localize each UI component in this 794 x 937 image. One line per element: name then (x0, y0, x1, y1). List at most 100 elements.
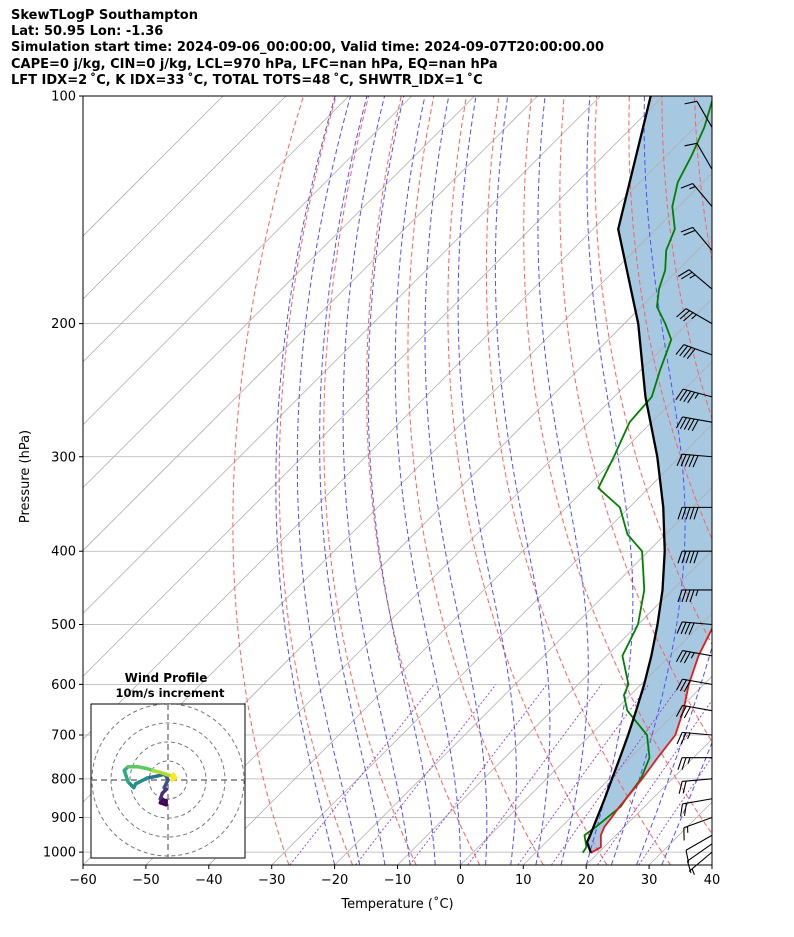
wind-barb-half-flag (690, 652, 695, 659)
wind-barb-flag (677, 551, 683, 564)
moist-adiabats (275, 96, 712, 865)
wind-barb-flag (689, 551, 695, 564)
x-tick-label: −40 (195, 873, 222, 888)
wind-barb (675, 704, 713, 719)
wind-barb-flag (675, 416, 683, 429)
dry-adiabats (232, 96, 712, 865)
wind-barb-staff (688, 851, 713, 872)
wind-barb-flag (693, 551, 699, 564)
wind-barb (680, 182, 713, 207)
wind-barb-flag (688, 622, 695, 635)
wind-barb-flag (682, 780, 687, 794)
isotherm-line (460, 612, 712, 865)
wind-barb-staff (682, 778, 713, 783)
wind-barb-flag (683, 418, 691, 430)
wind-barb-half-flag (689, 274, 696, 279)
mixing-ratio-lines (289, 684, 712, 865)
dry-adiabat (559, 96, 712, 743)
mixing-ratio-line (355, 684, 497, 865)
wind-barb-flag (684, 454, 691, 467)
wind-barb-flag (681, 507, 687, 520)
dry-adiabat (323, 96, 417, 865)
y-tick-label: 600 (51, 678, 76, 693)
wind-barb-flag (680, 226, 693, 233)
hodograph-plot (91, 704, 245, 858)
x-axis-label: Temperature (˚C) (340, 896, 453, 912)
y-tick-label: 300 (51, 450, 76, 465)
y-tick-label: 400 (51, 545, 76, 560)
moist-adiabat (319, 96, 386, 865)
wind-barb-flag (677, 269, 690, 277)
wind-barb-flag (676, 453, 683, 466)
wind-barb-half-flag (695, 589, 699, 597)
wind-barb-staff (688, 269, 713, 290)
hodograph-segment (170, 776, 178, 782)
wind-barb-flag (675, 678, 683, 691)
dry-adiabat (594, 96, 712, 646)
wind-barb-flag (683, 706, 691, 719)
moist-adiabat (424, 96, 488, 865)
dry-adiabat (366, 96, 481, 865)
isotherm-line (334, 487, 712, 865)
moist-adiabat (367, 96, 436, 865)
wind-barb-flag (680, 622, 687, 635)
isotherm-line (208, 361, 712, 865)
wind-barb-flag (683, 803, 687, 816)
wind-barb-flag (685, 589, 691, 603)
wind-barb-flag (680, 454, 687, 467)
wind-barb (676, 621, 713, 635)
wind-barb (675, 650, 713, 664)
moist-adiabat (494, 96, 551, 865)
wind-barb (677, 589, 712, 603)
wind-barb-half-flag (691, 868, 695, 875)
header-location: Lat: 50.95 Lon: -1.36 (11, 24, 164, 40)
mixing-ratio-line (597, 699, 712, 865)
mixing-ratio-line (550, 684, 681, 865)
wind-barb-flag (692, 455, 699, 468)
moist-adiabat (457, 96, 517, 865)
wind-barb-staff (692, 183, 713, 207)
y-tick-label: 500 (51, 618, 76, 633)
wind-barb-flag (693, 507, 699, 520)
wind-barb-flag (681, 589, 687, 603)
chart-header: SkewTLogP Southampton Lat: 50.95 Lon: -1… (11, 8, 604, 89)
wind-barb (675, 416, 713, 432)
wind-barb-flag (677, 589, 683, 603)
header-times: Simulation start time: 2024-09-06_00:00:… (11, 40, 604, 56)
dry-adiabat (447, 96, 608, 865)
wind-barb-staff (682, 453, 713, 458)
wind-barb-flag (676, 732, 683, 745)
wind-barb (677, 757, 712, 770)
dry-adiabat (523, 96, 712, 835)
wind-barb (676, 308, 713, 325)
wind-barb-flag (681, 757, 687, 770)
mixing-ratio-line (517, 684, 650, 865)
isotherm-line (145, 298, 712, 865)
wind-barb (688, 851, 713, 875)
wind-barb (677, 506, 712, 520)
y-axis-label: Pressure (hPa) (18, 430, 33, 523)
wind-barb-flag (685, 507, 691, 520)
x-tick-label: −60 (69, 873, 96, 888)
moist-adiabat (296, 96, 361, 865)
wind-barb-flag (680, 182, 693, 189)
wind-barb (678, 778, 713, 794)
wind-barb-flag (683, 651, 691, 664)
wind-barb (676, 453, 713, 468)
wind-barb-flag (683, 390, 692, 403)
isotherm-line (83, 96, 224, 237)
wind-barb-flag (679, 651, 687, 663)
wind-barb-staff (682, 704, 713, 712)
mixing-ratio-line (638, 756, 712, 865)
wind-barb (683, 817, 713, 841)
mixing-ratio-line (467, 684, 602, 865)
wind-barb (684, 142, 713, 170)
hodograph-title: Wind Profile (125, 671, 208, 685)
wind-barb (685, 834, 713, 863)
isotherm-line (83, 96, 538, 552)
moist-adiabat (537, 96, 589, 865)
hodograph-subtitle: 10m/s increment (116, 686, 225, 700)
wind-barb-flag (683, 229, 696, 236)
wind-barb-flag (687, 418, 695, 431)
